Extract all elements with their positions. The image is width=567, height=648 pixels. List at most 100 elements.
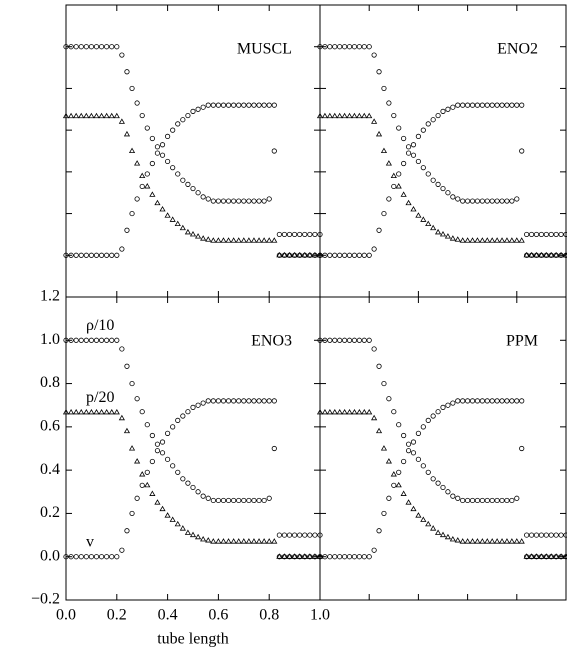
point: [361, 44, 367, 50]
point: [356, 554, 362, 560]
point: [484, 102, 490, 108]
x-tick-label: 0.8: [259, 607, 279, 624]
point: [144, 125, 150, 131]
point: [489, 198, 495, 204]
point: [165, 158, 171, 165]
point: [118, 414, 125, 421]
point: [73, 337, 79, 343]
point: [118, 118, 125, 124]
point: [395, 183, 402, 189]
point: [533, 231, 540, 238]
point: [124, 227, 130, 233]
point: [450, 104, 456, 110]
point: [271, 102, 277, 108]
point: [548, 553, 555, 559]
point: [154, 499, 161, 505]
point: [236, 198, 242, 204]
point: [62, 112, 70, 119]
point: [93, 554, 100, 560]
point: [454, 236, 461, 242]
point: [341, 44, 348, 50]
point: [538, 532, 545, 538]
point: [301, 553, 308, 559]
point: [205, 236, 212, 242]
point: [73, 252, 79, 258]
point: [276, 553, 283, 559]
point: [190, 108, 196, 114]
point: [401, 135, 407, 142]
point: [337, 337, 343, 343]
point: [154, 441, 161, 447]
point: [175, 121, 181, 127]
point: [154, 150, 161, 156]
point: [484, 538, 491, 544]
point: [236, 497, 242, 504]
point: [563, 252, 567, 258]
point: [326, 112, 333, 119]
point: [129, 510, 135, 517]
point: [68, 44, 74, 50]
point: [93, 408, 100, 415]
point: [533, 252, 540, 258]
point: [548, 532, 554, 538]
point: [351, 337, 358, 343]
point: [225, 237, 232, 243]
point: [302, 252, 308, 258]
point: [174, 220, 181, 226]
point: [124, 363, 130, 369]
point: [439, 531, 447, 538]
point: [420, 516, 427, 522]
point: [346, 554, 353, 560]
point: [266, 538, 273, 544]
point: [271, 398, 277, 404]
point: [356, 252, 362, 258]
point: [139, 183, 145, 190]
point: [134, 458, 141, 464]
point: [337, 252, 343, 258]
point: [405, 150, 412, 156]
point: [553, 532, 559, 538]
point: [514, 398, 520, 404]
point: [119, 547, 125, 553]
point: [83, 554, 89, 560]
point: [322, 337, 328, 343]
x-tick-label: 0.6: [208, 607, 228, 624]
point: [351, 408, 358, 415]
point: [276, 251, 283, 258]
point: [430, 413, 436, 419]
point: [180, 476, 186, 482]
point: [307, 252, 313, 258]
point: [149, 432, 155, 439]
point: [460, 497, 466, 504]
point: [104, 44, 110, 50]
x-tick-label: 1.0: [310, 607, 330, 624]
point: [149, 135, 155, 142]
point: [256, 102, 262, 108]
point: [400, 490, 407, 496]
point: [518, 538, 525, 544]
point: [190, 185, 196, 192]
point: [376, 363, 382, 369]
point: [190, 404, 196, 410]
point: [286, 252, 293, 258]
point: [484, 497, 490, 504]
point: [543, 251, 550, 258]
point: [420, 216, 427, 222]
point: [169, 216, 176, 222]
point: [205, 537, 212, 543]
point: [261, 237, 268, 243]
point: [88, 252, 95, 258]
point: [498, 237, 506, 243]
panel-title: MUSCL: [237, 41, 292, 58]
point: [474, 102, 481, 108]
point: [297, 532, 303, 538]
point: [449, 535, 456, 542]
point: [366, 44, 372, 50]
point: [200, 493, 206, 499]
point: [385, 458, 392, 464]
point: [391, 482, 397, 488]
point: [543, 554, 549, 560]
point: [533, 554, 540, 560]
point: [215, 538, 222, 544]
point: [332, 337, 338, 343]
